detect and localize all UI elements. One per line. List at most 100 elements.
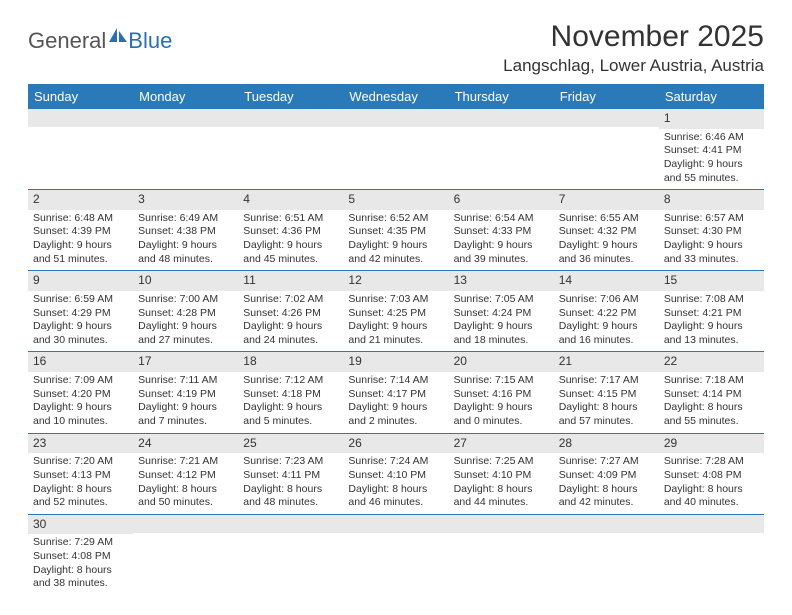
- sunset-text: Sunset: 4:25 PM: [348, 307, 443, 321]
- logo-text-general: General: [28, 28, 106, 54]
- daylight-text: Daylight: 9 hours and 51 minutes.: [33, 239, 128, 266]
- day-body: Sunrise: 7:02 AMSunset: 4:26 PMDaylight:…: [238, 291, 343, 352]
- calendar-day-cell: 10Sunrise: 7:00 AMSunset: 4:28 PMDayligh…: [133, 271, 238, 352]
- sunrise-text: Sunrise: 7:23 AM: [243, 455, 338, 469]
- daylight-text: Daylight: 9 hours and 36 minutes.: [559, 239, 654, 266]
- calendar-day-cell: 24Sunrise: 7:21 AMSunset: 4:12 PMDayligh…: [133, 433, 238, 514]
- daylight-text: Daylight: 9 hours and 5 minutes.: [243, 401, 338, 428]
- daylight-text: Daylight: 9 hours and 10 minutes.: [33, 401, 128, 428]
- sunset-text: Sunset: 4:20 PM: [33, 388, 128, 402]
- daylight-text: Daylight: 8 hours and 57 minutes.: [559, 401, 654, 428]
- day-number: [554, 109, 659, 127]
- logo: General Blue: [28, 20, 172, 56]
- daylight-text: Daylight: 8 hours and 42 minutes.: [559, 483, 654, 510]
- day-body: [449, 533, 554, 581]
- logo-sail-icon: [108, 26, 128, 44]
- weekday-header: Wednesday: [343, 84, 448, 109]
- day-number: 21: [554, 352, 659, 372]
- calendar-day-cell: 2Sunrise: 6:48 AMSunset: 4:39 PMDaylight…: [28, 190, 133, 271]
- calendar-day-cell: 8Sunrise: 6:57 AMSunset: 4:30 PMDaylight…: [659, 190, 764, 271]
- day-number: 19: [343, 352, 448, 372]
- sunset-text: Sunset: 4:28 PM: [138, 307, 233, 321]
- weekday-header: Monday: [133, 84, 238, 109]
- sunset-text: Sunset: 4:21 PM: [664, 307, 759, 321]
- day-body: Sunrise: 7:18 AMSunset: 4:14 PMDaylight:…: [659, 372, 764, 433]
- calendar-day-cell: [28, 109, 133, 190]
- sunset-text: Sunset: 4:11 PM: [243, 469, 338, 483]
- sunrise-text: Sunrise: 6:51 AM: [243, 212, 338, 226]
- sunset-text: Sunset: 4:39 PM: [33, 225, 128, 239]
- calendar-week-row: 2Sunrise: 6:48 AMSunset: 4:39 PMDaylight…: [28, 190, 764, 271]
- day-body: Sunrise: 6:55 AMSunset: 4:32 PMDaylight:…: [554, 210, 659, 271]
- daylight-text: Daylight: 9 hours and 30 minutes.: [33, 320, 128, 347]
- day-number: [28, 109, 133, 127]
- day-number: [343, 515, 448, 533]
- daylight-text: Daylight: 9 hours and 16 minutes.: [559, 320, 654, 347]
- daylight-text: Daylight: 9 hours and 18 minutes.: [454, 320, 549, 347]
- day-body: Sunrise: 7:09 AMSunset: 4:20 PMDaylight:…: [28, 372, 133, 433]
- day-body: [133, 127, 238, 175]
- sunrise-text: Sunrise: 7:28 AM: [664, 455, 759, 469]
- calendar-day-cell: 28Sunrise: 7:27 AMSunset: 4:09 PMDayligh…: [554, 433, 659, 514]
- day-body: Sunrise: 7:27 AMSunset: 4:09 PMDaylight:…: [554, 453, 659, 514]
- sunrise-text: Sunrise: 7:24 AM: [348, 455, 443, 469]
- day-number: 1: [659, 109, 764, 129]
- day-body: Sunrise: 7:12 AMSunset: 4:18 PMDaylight:…: [238, 372, 343, 433]
- calendar-day-cell: 25Sunrise: 7:23 AMSunset: 4:11 PMDayligh…: [238, 433, 343, 514]
- calendar-day-cell: [133, 514, 238, 595]
- calendar-day-cell: [133, 109, 238, 190]
- day-body: [659, 533, 764, 581]
- day-body: Sunrise: 7:29 AMSunset: 4:08 PMDaylight:…: [28, 534, 133, 595]
- calendar-day-cell: 29Sunrise: 7:28 AMSunset: 4:08 PMDayligh…: [659, 433, 764, 514]
- header: General Blue November 2025 Langschlag, L…: [28, 20, 764, 76]
- day-number: [554, 515, 659, 533]
- day-number: 24: [133, 434, 238, 454]
- daylight-text: Daylight: 9 hours and 27 minutes.: [138, 320, 233, 347]
- daylight-text: Daylight: 9 hours and 7 minutes.: [138, 401, 233, 428]
- sunrise-text: Sunrise: 7:15 AM: [454, 374, 549, 388]
- day-number: 28: [554, 434, 659, 454]
- sunrise-text: Sunrise: 7:14 AM: [348, 374, 443, 388]
- sunset-text: Sunset: 4:08 PM: [33, 550, 128, 564]
- daylight-text: Daylight: 9 hours and 0 minutes.: [454, 401, 549, 428]
- sunset-text: Sunset: 4:17 PM: [348, 388, 443, 402]
- calendar-day-cell: [343, 514, 448, 595]
- daylight-text: Daylight: 8 hours and 55 minutes.: [664, 401, 759, 428]
- day-body: Sunrise: 7:28 AMSunset: 4:08 PMDaylight:…: [659, 453, 764, 514]
- calendar-day-cell: 19Sunrise: 7:14 AMSunset: 4:17 PMDayligh…: [343, 352, 448, 433]
- sunset-text: Sunset: 4:29 PM: [33, 307, 128, 321]
- day-body: Sunrise: 7:06 AMSunset: 4:22 PMDaylight:…: [554, 291, 659, 352]
- calendar-day-cell: 30Sunrise: 7:29 AMSunset: 4:08 PMDayligh…: [28, 514, 133, 595]
- day-number: 18: [238, 352, 343, 372]
- sunrise-text: Sunrise: 7:17 AM: [559, 374, 654, 388]
- day-number: 9: [28, 271, 133, 291]
- sunset-text: Sunset: 4:18 PM: [243, 388, 338, 402]
- calendar-day-cell: 22Sunrise: 7:18 AMSunset: 4:14 PMDayligh…: [659, 352, 764, 433]
- calendar-day-cell: 5Sunrise: 6:52 AMSunset: 4:35 PMDaylight…: [343, 190, 448, 271]
- sunrise-text: Sunrise: 7:05 AM: [454, 293, 549, 307]
- calendar-table: Sunday Monday Tuesday Wednesday Thursday…: [28, 84, 764, 595]
- day-body: [238, 533, 343, 581]
- sunset-text: Sunset: 4:16 PM: [454, 388, 549, 402]
- day-body: Sunrise: 6:51 AMSunset: 4:36 PMDaylight:…: [238, 210, 343, 271]
- day-number: 30: [28, 515, 133, 535]
- sunset-text: Sunset: 4:15 PM: [559, 388, 654, 402]
- sunset-text: Sunset: 4:08 PM: [664, 469, 759, 483]
- day-number: 22: [659, 352, 764, 372]
- day-body: Sunrise: 7:25 AMSunset: 4:10 PMDaylight:…: [449, 453, 554, 514]
- sunrise-text: Sunrise: 7:09 AM: [33, 374, 128, 388]
- sunrise-text: Sunrise: 6:59 AM: [33, 293, 128, 307]
- calendar-day-cell: [449, 514, 554, 595]
- day-number: 29: [659, 434, 764, 454]
- day-number: 25: [238, 434, 343, 454]
- calendar-day-cell: 1Sunrise: 6:46 AMSunset: 4:41 PMDaylight…: [659, 109, 764, 190]
- sunset-text: Sunset: 4:09 PM: [559, 469, 654, 483]
- daylight-text: Daylight: 8 hours and 52 minutes.: [33, 483, 128, 510]
- day-number: 13: [449, 271, 554, 291]
- calendar-day-cell: 27Sunrise: 7:25 AMSunset: 4:10 PMDayligh…: [449, 433, 554, 514]
- daylight-text: Daylight: 8 hours and 48 minutes.: [243, 483, 338, 510]
- sunset-text: Sunset: 4:33 PM: [454, 225, 549, 239]
- day-number: 5: [343, 190, 448, 210]
- calendar-week-row: 1Sunrise: 6:46 AMSunset: 4:41 PMDaylight…: [28, 109, 764, 190]
- day-number: 23: [28, 434, 133, 454]
